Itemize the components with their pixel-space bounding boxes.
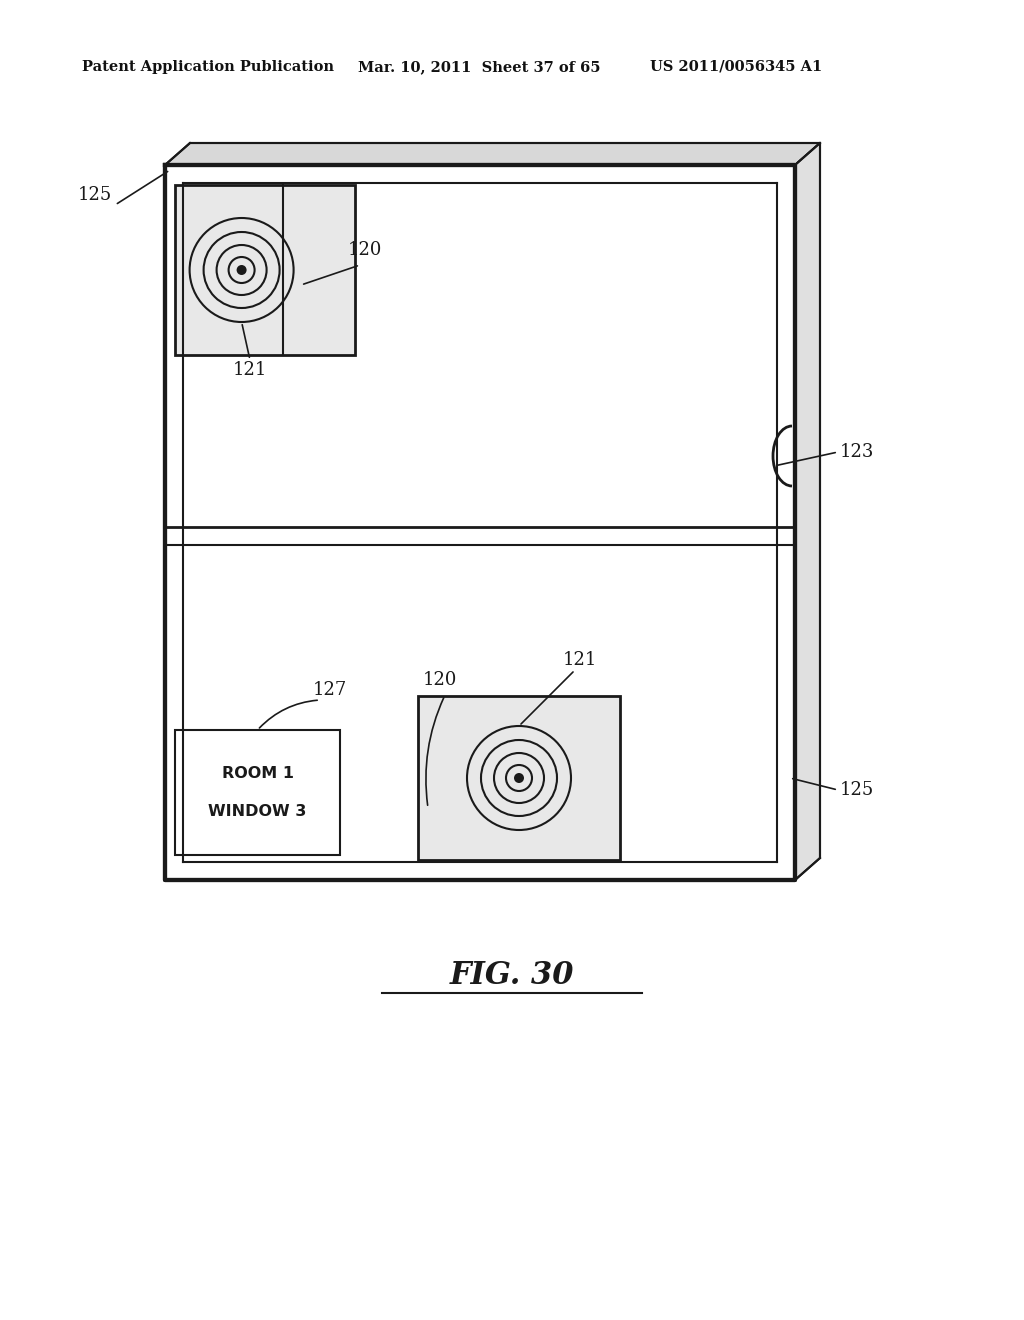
Text: Patent Application Publication: Patent Application Publication xyxy=(82,59,334,74)
Bar xyxy=(175,185,355,355)
Bar xyxy=(175,730,340,855)
Polygon shape xyxy=(165,143,820,165)
Text: 123: 123 xyxy=(840,444,874,461)
Text: FIG. 30: FIG. 30 xyxy=(450,960,574,990)
Text: Mar. 10, 2011  Sheet 37 of 65: Mar. 10, 2011 Sheet 37 of 65 xyxy=(358,59,600,74)
Text: 121: 121 xyxy=(563,651,597,669)
Text: WINDOW 3: WINDOW 3 xyxy=(208,804,306,818)
Text: 125: 125 xyxy=(78,186,112,205)
Text: 121: 121 xyxy=(232,360,267,379)
Text: 125: 125 xyxy=(840,781,874,799)
Text: US 2011/0056345 A1: US 2011/0056345 A1 xyxy=(650,59,822,74)
Polygon shape xyxy=(795,143,820,880)
Text: 127: 127 xyxy=(313,681,347,700)
Text: ROOM 1: ROOM 1 xyxy=(221,766,294,781)
Circle shape xyxy=(237,265,247,275)
Text: 120: 120 xyxy=(348,242,382,259)
Bar xyxy=(418,696,620,861)
Circle shape xyxy=(514,774,524,783)
Text: 120: 120 xyxy=(423,671,457,689)
